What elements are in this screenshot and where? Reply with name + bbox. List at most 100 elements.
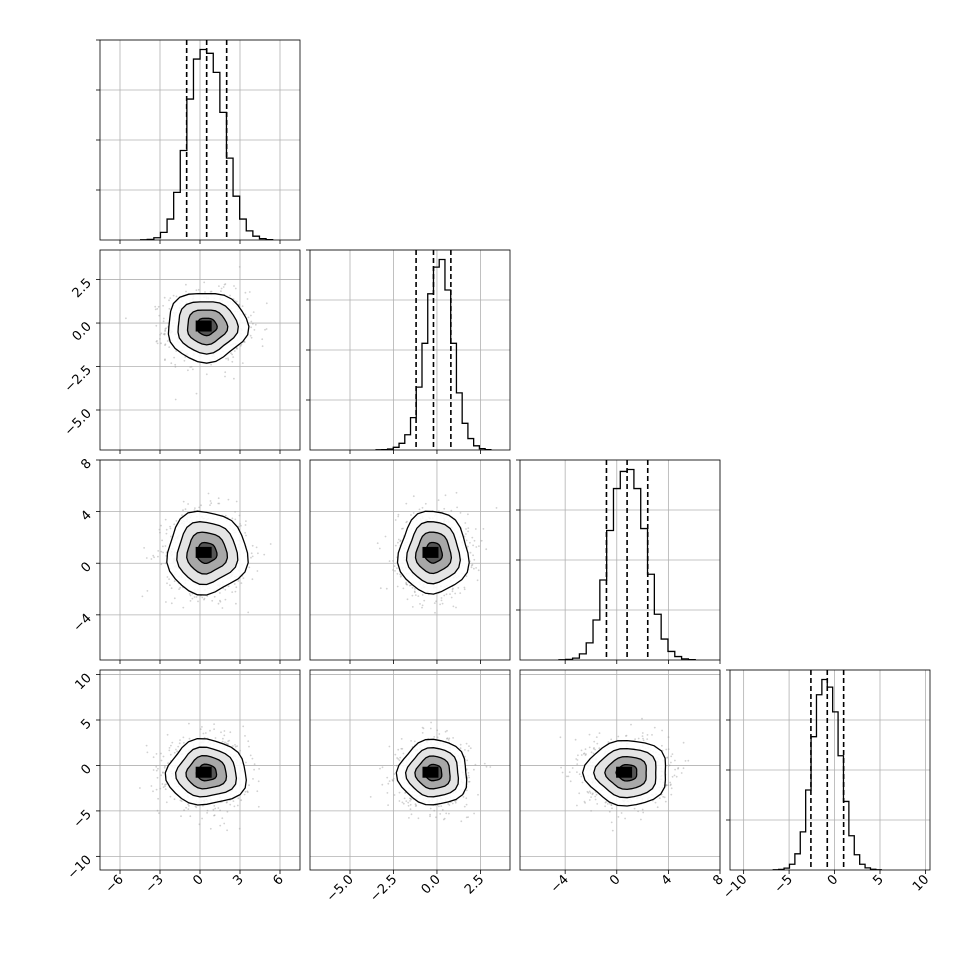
sample-point — [610, 738, 613, 741]
sample-point — [252, 322, 254, 325]
sample-point — [465, 528, 467, 530]
x-tick-label: −3 — [143, 872, 167, 896]
sample-point — [399, 573, 401, 576]
sample-point — [217, 807, 220, 809]
sample-point — [414, 591, 416, 594]
sample-point — [446, 729, 448, 732]
sample-point — [166, 733, 169, 736]
sample-point — [388, 560, 391, 562]
sample-point — [217, 502, 220, 505]
sample-point — [170, 535, 172, 538]
sample-point — [261, 345, 264, 348]
sample-point — [401, 527, 403, 530]
sample-point — [560, 766, 562, 769]
sample-point — [227, 740, 230, 743]
sample-point — [162, 786, 165, 789]
sample-point — [448, 812, 450, 815]
sample-point — [576, 771, 578, 773]
sample-point — [630, 723, 632, 726]
contour-1-3-2 — [414, 755, 451, 790]
sample-point — [469, 747, 472, 750]
sample-point — [465, 768, 468, 770]
sample-point — [187, 808, 190, 810]
sample-point — [598, 747, 601, 750]
sample-point — [412, 495, 415, 498]
sample-point — [436, 736, 439, 739]
sample-point — [586, 790, 589, 793]
sample-point — [467, 513, 469, 516]
sample-point — [411, 586, 414, 589]
sample-point — [674, 759, 676, 762]
sample-point — [257, 780, 260, 783]
sample-point — [447, 739, 450, 741]
sample-point — [236, 745, 239, 747]
sample-point — [164, 562, 167, 565]
sample-point — [243, 341, 246, 343]
sample-point — [244, 291, 247, 294]
sample-point — [625, 735, 627, 737]
sample-point — [164, 330, 167, 332]
sample-point — [604, 801, 607, 804]
sample-point — [384, 535, 387, 538]
sample-point — [459, 592, 462, 594]
sample-point — [584, 802, 586, 804]
sample-point — [465, 797, 468, 800]
sample-point — [233, 583, 236, 585]
x-tick-label: 2.5 — [462, 872, 487, 897]
sample-point — [143, 547, 146, 549]
sample-point — [174, 366, 177, 368]
sample-point — [250, 336, 253, 339]
sample-point — [402, 752, 405, 755]
density-peak-2-3 — [616, 766, 633, 778]
sample-point — [244, 790, 247, 793]
sample-point — [170, 362, 173, 365]
sample-point — [251, 757, 254, 760]
sample-point — [168, 299, 170, 302]
sample-point — [438, 805, 440, 808]
sample-point — [214, 737, 217, 739]
sample-point — [407, 804, 410, 807]
sample-point — [235, 500, 238, 503]
sample-point — [410, 514, 412, 516]
sample-point — [443, 507, 446, 510]
sample-point — [641, 717, 643, 720]
sample-point — [213, 805, 216, 807]
sample-point — [223, 822, 226, 825]
sample-point — [250, 556, 252, 559]
sample-point — [421, 594, 424, 596]
contour-0-2-0 — [166, 510, 249, 596]
sample-point — [405, 582, 407, 585]
sample-point — [255, 546, 258, 549]
sample-point — [225, 742, 228, 745]
sample-point — [169, 795, 172, 798]
sample-point — [440, 599, 443, 602]
sample-point — [577, 754, 579, 757]
sample-point — [467, 772, 470, 774]
sample-point — [161, 539, 164, 542]
sample-point — [463, 535, 466, 538]
sample-point — [229, 294, 231, 297]
sample-point — [231, 591, 234, 593]
sample-point — [205, 373, 208, 376]
sample-point — [169, 297, 172, 299]
sample-point — [578, 773, 581, 776]
sample-point — [233, 805, 236, 808]
sample-point — [462, 796, 465, 798]
sample-point — [467, 749, 470, 752]
sample-point — [574, 738, 577, 741]
sample-point — [464, 522, 467, 524]
sample-point — [472, 554, 474, 557]
sample-point — [468, 781, 470, 783]
sample-point — [173, 580, 176, 583]
sample-point — [250, 552, 253, 555]
sample-point — [467, 545, 469, 548]
sample-point — [168, 749, 171, 752]
sample-point — [590, 810, 592, 812]
sample-point — [393, 773, 396, 775]
sample-point — [201, 817, 204, 820]
sample-point — [164, 785, 166, 787]
sample-point — [576, 759, 579, 761]
sample-point — [675, 775, 678, 778]
sample-point — [388, 780, 391, 782]
sample-point — [209, 290, 212, 293]
